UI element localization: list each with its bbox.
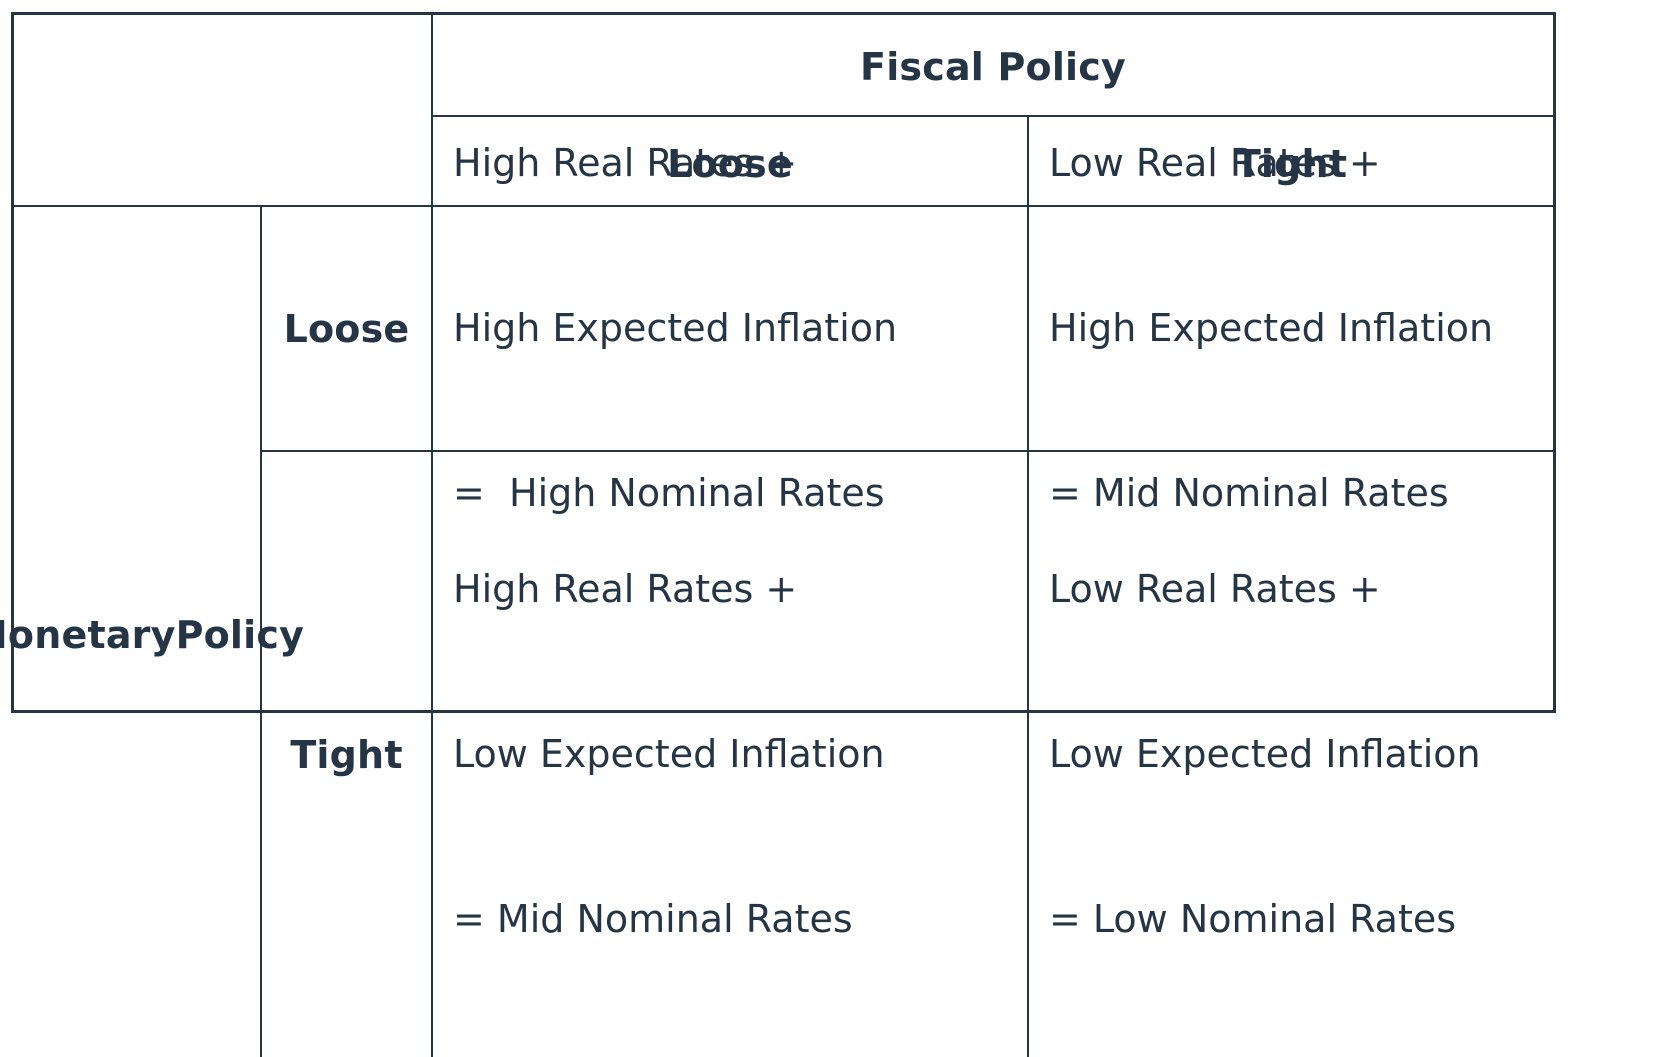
fiscal-policy-header: Fiscal Policy (433, 15, 1553, 117)
monetary-policy-header-line: Policy (175, 613, 305, 657)
cell-line: = Mid Nominal Rates (453, 897, 853, 941)
cell-line: High Real Rates + (453, 141, 798, 185)
cell-line: High Expected Inflation (1049, 306, 1494, 350)
empty-corner-cell (14, 15, 433, 207)
monetary-policy-header-line: Monetary (0, 613, 176, 657)
fiscal-tight-header: Tight (1029, 117, 1553, 207)
cell-line: High Real Rates + (453, 567, 798, 611)
cell-monetary-tight-fiscal-tight: Low Real Rates + Low Expected Inflation … (1029, 452, 1553, 1057)
cell-monetary-loose-fiscal-loose: High Real Rates + High Expected Inflatio… (433, 141, 1029, 515)
cell-line: High Expected Inflation (453, 306, 898, 350)
cell-line: Low Real Rates + (1049, 567, 1381, 611)
fiscal-loose-header: Loose (433, 117, 1029, 207)
cell-monetary-tight-fiscal-loose: High Real Rates + Low Expected Inflation… (433, 452, 1029, 1057)
cell-line: = Mid Nominal Rates (1049, 471, 1449, 515)
cell-line: Low Expected Inflation (1049, 732, 1481, 776)
policy-matrix-table: Fiscal Policy Loose Tight Monetary Polic… (0, 12, 1556, 1057)
monetary-tight-header: Tight (262, 452, 433, 1057)
cell-line: Low Expected Inflation (453, 732, 885, 776)
cell-line: = High Nominal Rates (453, 471, 885, 515)
cell-line: Low Real Rates + (1049, 141, 1381, 185)
monetary-policy-header: Monetary Policy (0, 207, 304, 1057)
cell-line: = Low Nominal Rates (1049, 897, 1457, 941)
cell-monetary-loose-fiscal-tight: Low Real Rates + High Expected Inflation… (1029, 141, 1553, 515)
monetary-loose-header: Loose (262, 207, 433, 452)
